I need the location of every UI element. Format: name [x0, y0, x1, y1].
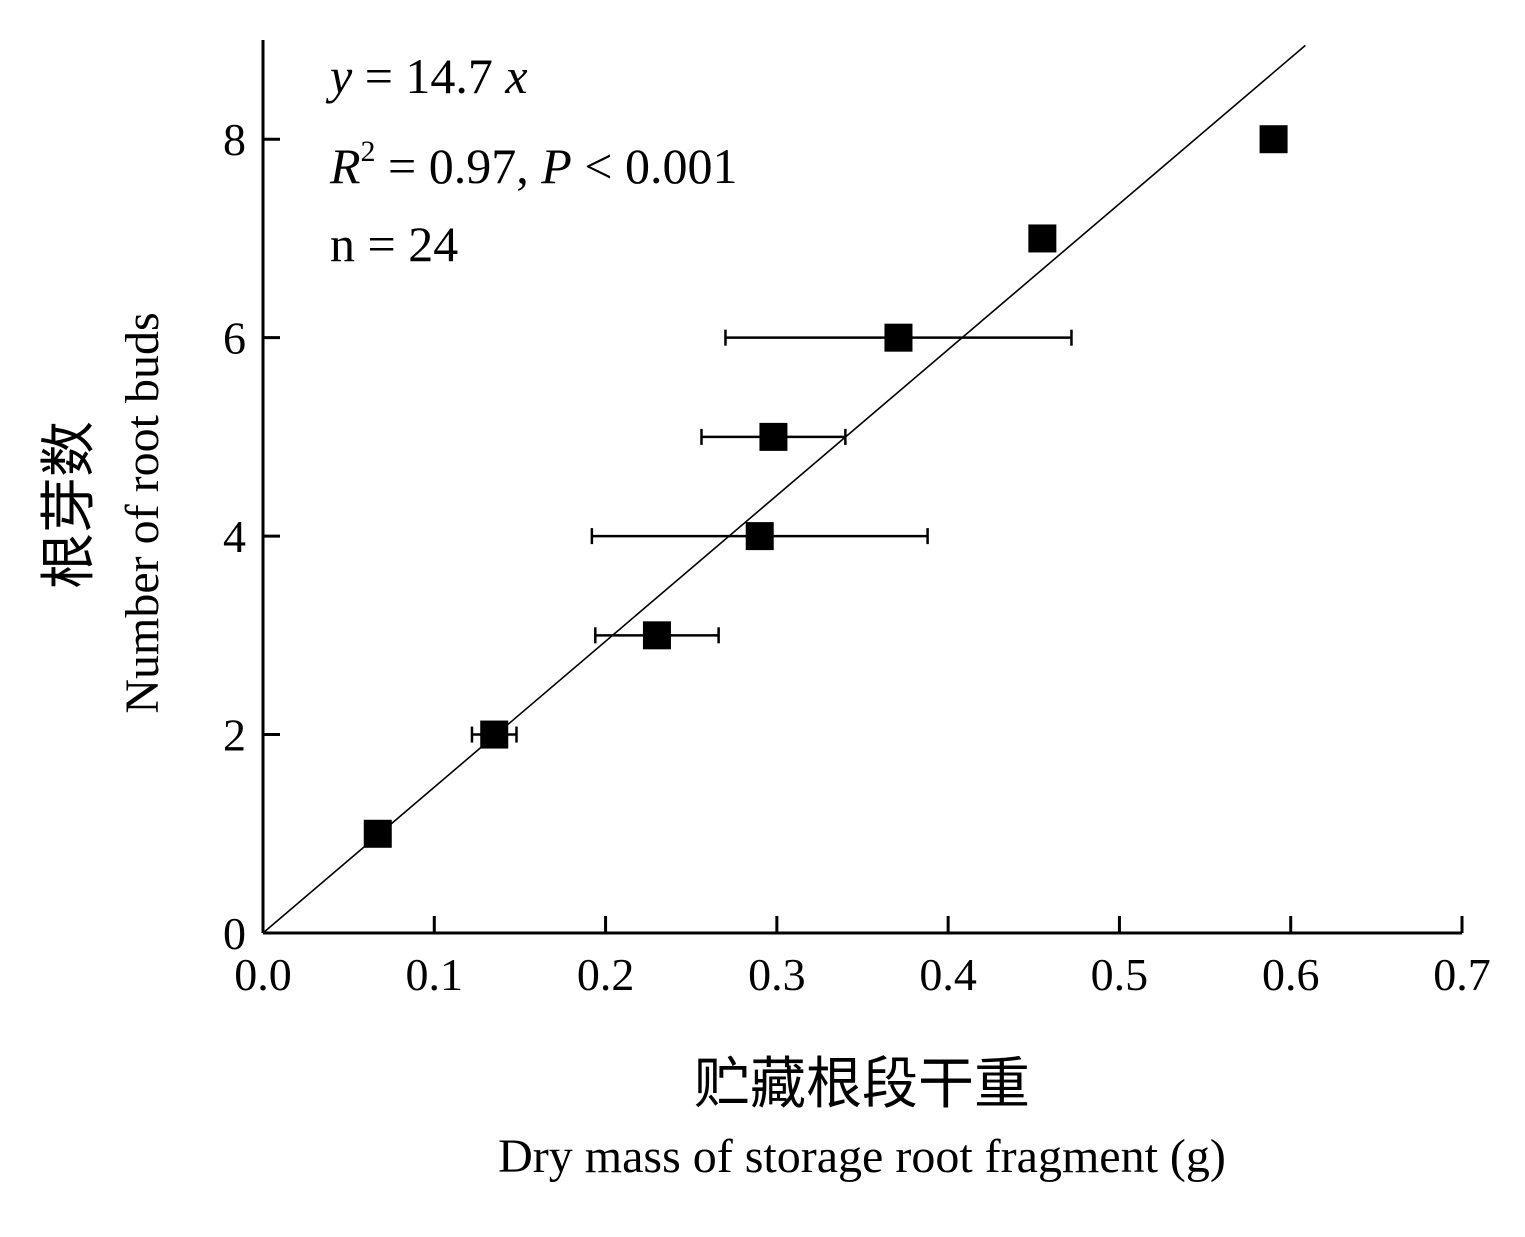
x-tick-label: 0.4 [919, 949, 977, 1000]
y-axis-ticks: 0 2 4 6 8 [223, 114, 280, 959]
data-points [363, 125, 1288, 848]
y-tick-label: 4 [223, 511, 246, 562]
y-tick-label: 8 [223, 114, 246, 165]
x-axis-ticks: 0.0 0.1 0.2 0.3 0.4 0.5 0.6 0.7 [234, 916, 1491, 1000]
y-tick-label: 2 [223, 710, 246, 761]
data-point [1259, 125, 1288, 154]
annotation-block: y = 14.7 x R2 = 0.97, P < 0.001 n = 24 [325, 48, 738, 272]
x-tick-label: 0.5 [1091, 949, 1149, 1000]
data-point [745, 522, 774, 551]
x-tick-label: 0.7 [1433, 949, 1491, 1000]
x-tick-label: 0.0 [234, 949, 292, 1000]
y-axis-label-zh: 根芽数 [39, 421, 101, 589]
data-point [884, 323, 913, 352]
r2-annotation: R2 = 0.97, P < 0.001 [329, 135, 738, 194]
x-axis-label: Dry mass of storage root fragment (g) [498, 1130, 1226, 1183]
x-axis-label-zh: 贮藏根段干重 [694, 1054, 1030, 1116]
x-tick-label: 0.3 [748, 949, 806, 1000]
equation-annotation: y = 14.7 x [325, 48, 528, 104]
y-axis-label: Number of root buds [116, 312, 169, 713]
data-point [1028, 224, 1057, 253]
data-point [759, 422, 788, 451]
plot-area: 0.0 0.1 0.2 0.3 0.4 0.5 0.6 0.7 0 2 4 6 8 [223, 40, 1491, 1000]
data-point [642, 621, 671, 650]
x-tick-label: 0.2 [577, 949, 635, 1000]
x-tick-label: 0.1 [406, 949, 464, 1000]
x-tick-label: 0.6 [1262, 949, 1320, 1000]
n-annotation: n = 24 [330, 216, 458, 272]
data-point [480, 720, 509, 749]
regression-line [262, 44, 1306, 934]
y-tick-label: 6 [223, 313, 246, 364]
data-point [363, 819, 392, 848]
y-tick-label: 0 [223, 908, 246, 959]
